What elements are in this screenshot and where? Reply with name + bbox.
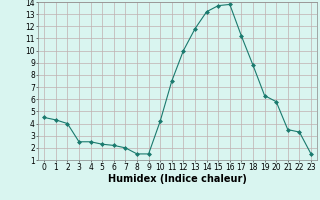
X-axis label: Humidex (Indice chaleur): Humidex (Indice chaleur) — [108, 174, 247, 184]
